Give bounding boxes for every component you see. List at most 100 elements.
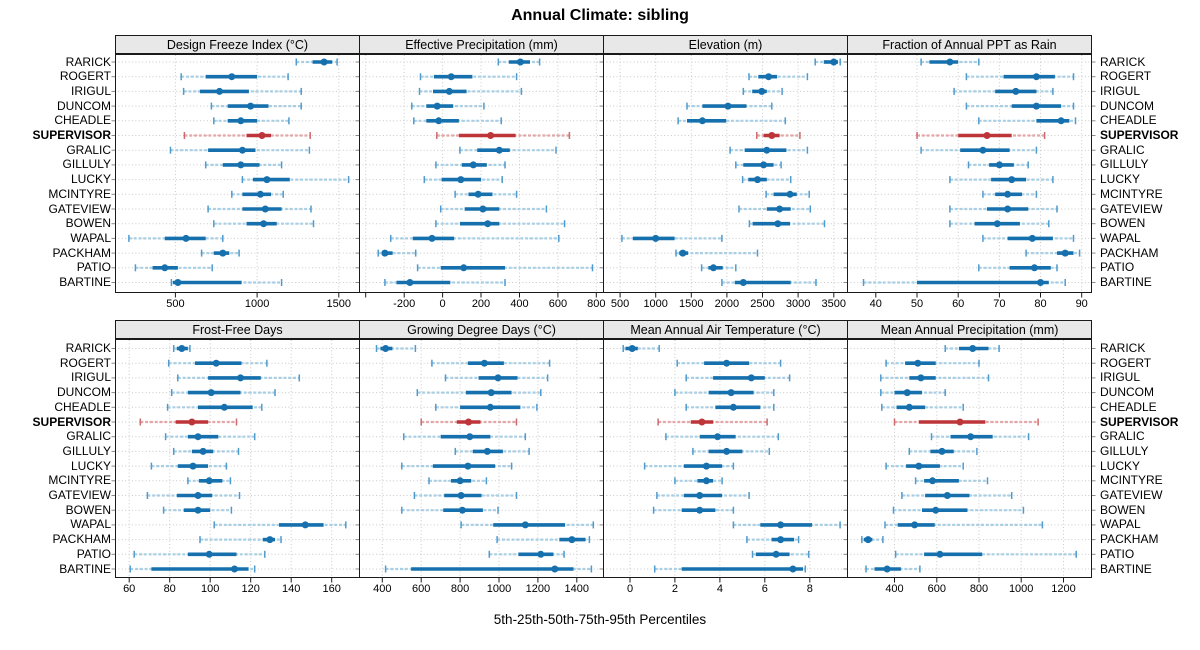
series-packham	[746, 536, 800, 544]
series-bowen	[748, 220, 826, 228]
station-label-packham: PACKHAM	[1100, 245, 1159, 260]
axis-tick-label: 400	[885, 583, 904, 595]
axis-tick-label: 400	[510, 298, 529, 310]
station-label-gralic: GRALIC	[66, 142, 111, 157]
station-label-lucky: LUCKY	[1100, 458, 1141, 473]
series-duncom	[416, 389, 542, 397]
axis-tick-label: -200	[393, 298, 416, 310]
station-label-rogert: ROGERT	[1100, 355, 1152, 370]
station-label-rogert: ROGERT	[1100, 69, 1152, 84]
series-rogert	[419, 73, 518, 81]
axis-tick-label: 60	[952, 298, 965, 310]
series-wapal	[884, 521, 1044, 529]
series-supervisor	[436, 132, 571, 139]
series-rarick	[920, 58, 980, 66]
panel-plot-frost-free-days	[111, 339, 364, 583]
station-label-mcintyre: MCINTYRE	[48, 473, 111, 488]
axis-tick-label: 800	[450, 583, 470, 595]
station-label-patio: PATIO	[76, 260, 111, 275]
series-wapal	[621, 234, 723, 242]
series-wapal	[982, 234, 1075, 242]
series-lucky	[241, 176, 350, 184]
station-label-cheadle: CHEADLE	[1100, 113, 1157, 128]
series-irigul	[742, 87, 783, 95]
series-irigul	[177, 374, 301, 382]
axis-tick-label: 800	[969, 583, 989, 595]
axis-tick-label: 500	[610, 298, 630, 310]
axis-tick-label: 600	[412, 583, 431, 595]
series-rogert	[676, 359, 782, 367]
axis-tick-label: 3500	[821, 298, 847, 310]
station-label-cheadle: CHEADLE	[54, 113, 111, 128]
station-label-lucky: LUCKY	[1100, 172, 1141, 187]
series-duncom	[674, 389, 775, 397]
panel-header-fraction-of-annual-ppt-as-rain: Fraction of Annual PPT as Rain	[847, 35, 1092, 54]
station-label-packham: PACKHAM	[52, 245, 111, 260]
axis-tick-label: 160	[322, 583, 341, 595]
series-irigul	[685, 374, 791, 382]
series-duncom	[210, 102, 302, 110]
station-label-bowen: BOWEN	[65, 502, 111, 517]
panel-header-growing-degree-days-c: Growing Degree Days (°C)	[359, 320, 604, 339]
panel-header-mean-annual-air-temperature-c: Mean Annual Air Temperature (°C)	[603, 320, 848, 339]
axis-tick-label: 600	[548, 298, 568, 310]
series-packham	[200, 249, 240, 257]
series-duncom	[880, 389, 946, 397]
station-label-supervisor: SUPERVISOR	[1100, 128, 1179, 142]
series-lucky	[401, 462, 513, 470]
series-gateview	[439, 205, 548, 213]
axis-tick-label: 0	[626, 583, 634, 595]
station-label-gralic: GRALIC	[1100, 429, 1145, 444]
station-label-wapal: WAPAL	[1100, 230, 1141, 245]
station-label-supervisor: SUPERVISOR	[1100, 414, 1179, 429]
series-patio	[894, 550, 1077, 558]
series-lucky	[643, 462, 735, 470]
station-label-packham: PACKHAM	[52, 532, 111, 547]
series-gilluly	[435, 161, 506, 169]
station-label-mcintyre: MCINTYRE	[1100, 186, 1163, 201]
series-gralic	[665, 433, 780, 441]
series-supervisor	[183, 132, 311, 139]
series-lucky	[885, 462, 964, 470]
station-label-duncom: DUNCOM	[57, 98, 111, 113]
axis-tick-label: 1500	[679, 298, 704, 310]
station-label-lucky: LUCKY	[70, 458, 111, 473]
axis-tick-label: 2	[671, 583, 678, 595]
series-packham	[377, 249, 417, 257]
panel-header-effective-precipitation-mm: Effective Precipitation (mm)	[359, 35, 604, 54]
axis-tick-label: 1200	[525, 583, 551, 595]
series-bowen	[892, 506, 1025, 514]
station-label-gilluly: GILLULY	[1100, 157, 1149, 172]
series-rarick	[172, 345, 191, 352]
series-rarick	[295, 58, 338, 66]
series-cheadle	[413, 117, 502, 125]
series-gralic	[402, 433, 527, 441]
station-label-supervisor: SUPERVISOR	[32, 128, 111, 142]
station-label-patio: PATIO	[1100, 546, 1135, 561]
series-mcintyre	[914, 477, 989, 485]
series-supervisor	[756, 132, 801, 139]
axis-tick-label: 4	[716, 583, 723, 595]
axis-tick-label: 1000	[1008, 583, 1034, 595]
series-duncom	[411, 102, 485, 110]
panel-plot-mean-annual-air-temperature-c	[599, 339, 852, 583]
series-gilluly	[692, 447, 771, 455]
series-bartine	[129, 565, 256, 573]
station-label-cheadle: CHEADLE	[1100, 399, 1157, 414]
series-packham	[496, 536, 591, 544]
axis-tick-label: 0	[439, 298, 446, 310]
axis-tick-label: 80	[163, 583, 176, 595]
station-label-lucky: LUCKY	[70, 172, 111, 187]
axis-tick-label: 120	[241, 583, 260, 595]
station-label-bowen: BOWEN	[65, 216, 111, 231]
series-patio	[700, 264, 737, 272]
axis-tick-label: 60	[123, 583, 136, 595]
series-gralic	[169, 146, 311, 154]
axis-tick-label: 6	[761, 583, 768, 595]
series-wapal	[389, 234, 560, 242]
series-gralic	[164, 433, 256, 441]
station-label-irigul: IRIGUL	[70, 83, 111, 98]
axis-tick-label: 2000	[714, 298, 740, 310]
axis-tick-label: 1000	[643, 298, 668, 310]
station-label-supervisor: SUPERVISOR	[32, 414, 111, 429]
